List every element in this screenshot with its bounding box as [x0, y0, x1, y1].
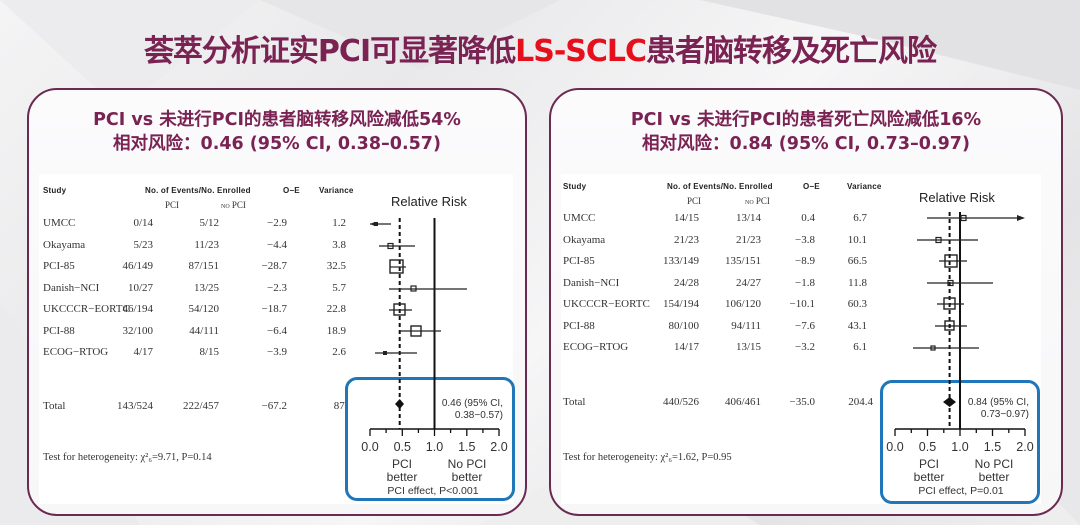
table-row: Danish−NCI 10/27 13/25 −2.3 5.7: [43, 282, 346, 294]
pooled-ci-line1: 0.46 (95% CI,: [442, 398, 503, 409]
brain-metastasis-card: PCI vs 未进行PCI的患者脑转移风险减低54% 相对风险：0.46 (95…: [27, 88, 527, 516]
table-row: ECOG−RTOG 14/17 13/15 −3.2 6.1: [563, 341, 867, 353]
col-sub-nopci: no PCI: [745, 196, 770, 206]
table-row: ECOG−RTOG 4/17 8/15 −3.9 2.6: [43, 346, 346, 358]
table-row: PCI-85 46/149 87/151 −28.7 32.5: [43, 260, 346, 272]
col-header-events: No. of Events/No. Enrolled: [667, 182, 773, 191]
pooled-result-box: [880, 380, 1040, 504]
title-highlight: LS-SCLC: [515, 34, 647, 69]
heterogeneity-test: Test for heterogeneity: χ²₆=1.62, P=0.95: [563, 452, 732, 463]
total-row: Total 143/524 222/457 −67.2 87.6: [43, 400, 353, 412]
pci-better-line2: better: [914, 470, 945, 484]
mortality-card: PCI vs 未进行PCI的患者死亡风险减低16% 相对风险：0.84 (95%…: [549, 88, 1063, 516]
table-row: UMCC 14/15 13/14 0.4 6.7: [563, 212, 867, 224]
pci-better-line1: PCI: [392, 457, 412, 471]
x-tick-0: 0.0: [886, 440, 903, 454]
col-header-variance: Variance: [847, 182, 882, 191]
total-row: Total 440/526 406/461 −35.0 204.4: [563, 396, 873, 408]
table-row: PCI-88 32/100 44/111 −6.4 18.9: [43, 325, 346, 337]
card-heading-line1: PCI vs 未进行PCI的患者死亡风险减低16%: [630, 110, 982, 130]
table-row: PCI-88 80/100 94/111 −7.6 43.1: [563, 320, 867, 332]
x-tick-1: 1.0: [426, 440, 443, 454]
table-row: Danish−NCI 24/28 24/27 −1.8 11.8: [563, 277, 867, 289]
slide-title: 荟萃分析证实PCI可显著降低LS-SCLC患者脑转移及死亡风险: [0, 26, 1080, 70]
x-tick-2: 2.0: [490, 440, 507, 454]
nopci-better-line2: better: [979, 470, 1010, 484]
nopci-better-line1: No PCI: [448, 457, 487, 471]
col-header-oe: O−E: [803, 182, 820, 191]
pci-better-line2: better: [387, 470, 418, 484]
card-heading-line1: PCI vs 未进行PCI的患者脑转移风险减低54%: [93, 110, 461, 130]
x-tick-0: 0.0: [361, 440, 378, 454]
col-sub-pci: PCI: [165, 200, 180, 210]
heterogeneity-test: Test for heterogeneity: χ²₆=9.71, P=0.14: [43, 452, 212, 463]
pooled-result-box: [345, 377, 515, 501]
table-row: UKCCCR−EORTC 154/194 106/120 −10.1 60.3: [563, 298, 867, 310]
pooled-ci-line2: 0.73−0.97): [981, 409, 1029, 420]
relative-risk-label: Relative Risk: [391, 194, 467, 209]
col-header-oe: O−E: [283, 186, 300, 195]
x-tick-1.5: 1.5: [458, 440, 475, 454]
card-heading-line2: 相对风险：0.46 (95% CI, 0.38–0.57): [113, 134, 441, 154]
col-sub-pci: PCI: [687, 196, 702, 206]
card-heading-line2: 相对风险：0.84 (95% CI, 0.73–0.97): [642, 134, 970, 154]
table-row: Okayama 5/23 11/23 −4.4 3.8: [43, 239, 346, 251]
x-tick-1.5: 1.5: [984, 440, 1001, 454]
title-part1: 荟萃分析证实PCI可显著降低: [143, 34, 516, 69]
pooled-ci-line2: 0.38−0.57): [455, 410, 503, 421]
relative-risk-label: Relative Risk: [919, 190, 995, 205]
nopci-better-line1: No PCI: [975, 457, 1014, 471]
col-header-events: No. of Events/No. Enrolled: [145, 186, 251, 195]
col-header-study: Study: [43, 186, 67, 195]
pci-effect: PCI effect, P<0.001: [387, 485, 478, 497]
forest-plot-table: Study No. of Events/No. Enrolled O−E Var…: [561, 174, 1041, 504]
forest-plot-graphic: 0.0 0.5 1.0 1.5 2.0 0.46 (95% CI, 0.38−0…: [361, 218, 508, 497]
pooled-diamond: [395, 399, 404, 409]
col-header-variance: Variance: [319, 186, 354, 195]
table-row: UMCC 0/14 5/12 −2.9 1.2: [43, 217, 346, 229]
table-row: Okayama 21/23 21/23 −3.8 10.1: [563, 234, 867, 246]
nopci-better-line2: better: [452, 470, 483, 484]
col-sub-nopci: no PCI: [221, 200, 246, 210]
title-part2: 患者脑转移及死亡风险: [646, 34, 937, 69]
forest-plot-graphic: 0.0 0.5 1.0 1.5 2.0 0.84 (95% CI, 0.73−0…: [886, 212, 1034, 497]
card-heading: PCI vs 未进行PCI的患者脑转移风险减低54% 相对风险：0.46 (95…: [29, 108, 525, 156]
col-header-study: Study: [563, 182, 587, 191]
pooled-ci-line1: 0.84 (95% CI,: [968, 397, 1029, 408]
x-tick-2: 2.0: [1016, 440, 1033, 454]
forest-plot-table: Study No. of Events/No. Enrolled O−E Var…: [39, 174, 515, 504]
table-row: PCI-85 133/149 135/151 −8.9 66.5: [563, 255, 867, 267]
pooled-diamond: [943, 397, 956, 407]
pci-effect: PCI effect, P=0.01: [918, 485, 1003, 497]
x-tick-0.5: 0.5: [394, 440, 411, 454]
pci-better-line1: PCI: [919, 457, 939, 471]
x-tick-1: 1.0: [951, 440, 968, 454]
x-tick-0.5: 0.5: [919, 440, 936, 454]
table-row: UKCCCR−EORTC 46/194 54/120 −18.7 22.8: [43, 303, 346, 315]
card-heading: PCI vs 未进行PCI的患者死亡风险减低16% 相对风险：0.84 (95%…: [551, 108, 1061, 156]
